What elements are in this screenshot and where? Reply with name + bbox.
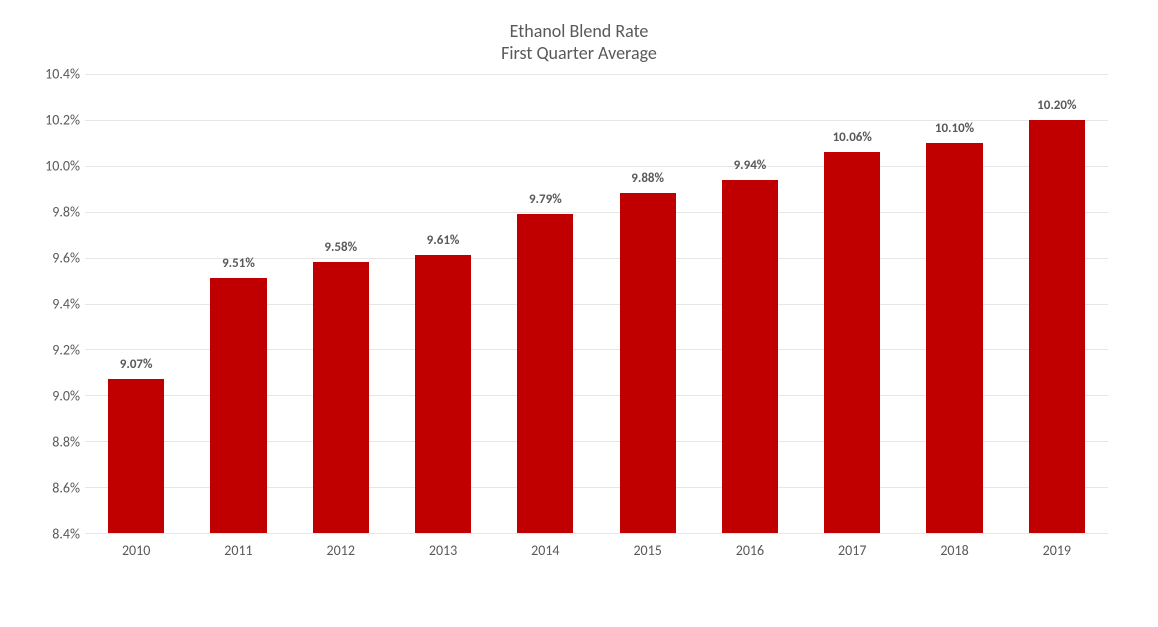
x-tick-label: 2010 [85, 534, 187, 564]
y-tick-label: 8.6% [30, 480, 80, 497]
x-tick-label: 2014 [494, 534, 596, 564]
bar-slot: 9.07% [85, 74, 187, 533]
bar: 9.61% [415, 255, 471, 533]
bar-slot: 9.94% [699, 74, 801, 533]
data-label: 10.20% [1037, 98, 1076, 113]
chart-title: Ethanol Blend Rate First Quarter Average [30, 20, 1128, 64]
y-tick-label: 9.0% [30, 388, 80, 405]
bar: 9.79% [517, 214, 573, 533]
bar-slot: 9.88% [596, 74, 698, 533]
data-label: 9.61% [427, 233, 460, 248]
data-label: 9.51% [222, 256, 255, 271]
bar-slot: 9.51% [187, 74, 289, 533]
bar: 10.20% [1029, 120, 1085, 533]
y-tick-label: 9.6% [30, 250, 80, 267]
y-tick-label: 10.0% [30, 158, 80, 175]
bar: 9.51% [210, 278, 266, 533]
x-tick-label: 2015 [596, 534, 698, 564]
bar: 9.94% [722, 180, 778, 533]
y-tick-label: 8.4% [30, 526, 80, 543]
x-tick-label: 2012 [290, 534, 392, 564]
data-label: 9.88% [631, 171, 664, 186]
x-tick-label: 2019 [1006, 534, 1108, 564]
bar-slot: 10.10% [903, 74, 1005, 533]
x-tick-label: 2017 [801, 534, 903, 564]
bars-container: 9.07% 9.51% 9.58% 9.61% 9.79% 9.88% 9.94% 10.06… [85, 74, 1108, 533]
y-tick-label: 9.2% [30, 342, 80, 359]
data-label: 9.07% [120, 357, 153, 372]
x-tick-label: 2013 [392, 534, 494, 564]
title-line-1: Ethanol Blend Rate [30, 20, 1128, 42]
data-label: 10.10% [935, 121, 974, 136]
bar: 9.07% [108, 379, 164, 533]
y-tick-label: 10.2% [30, 112, 80, 129]
bar: 10.10% [926, 143, 982, 533]
y-tick-label: 9.8% [30, 204, 80, 221]
bar-chart: Ethanol Blend Rate First Quarter Average… [0, 0, 1158, 627]
y-tick-label: 8.8% [30, 434, 80, 451]
bar-slot: 9.58% [290, 74, 392, 533]
x-tick-label: 2018 [903, 534, 1005, 564]
bar: 10.06% [824, 152, 880, 533]
data-label: 9.94% [734, 158, 767, 173]
x-tick-label: 2016 [699, 534, 801, 564]
plot-area: 9.07% 9.51% 9.58% 9.61% 9.79% 9.88% 9.94% 10.06… [85, 74, 1108, 534]
bar-slot: 10.20% [1006, 74, 1108, 533]
y-axis: 8.4%8.6%8.8%9.0%9.2%9.4%9.6%9.8%10.0%10.… [30, 74, 80, 534]
bar: 9.88% [620, 193, 676, 533]
title-line-2: First Quarter Average [30, 42, 1128, 64]
bar-slot: 10.06% [801, 74, 903, 533]
bar-slot: 9.79% [494, 74, 596, 533]
data-label: 10.06% [833, 130, 872, 145]
data-label: 9.79% [529, 192, 562, 207]
plot-wrapper: 8.4%8.6%8.8%9.0%9.2%9.4%9.6%9.8%10.0%10.… [85, 74, 1108, 564]
bar: 9.58% [313, 262, 369, 533]
bar-slot: 9.61% [392, 74, 494, 533]
y-tick-label: 10.4% [30, 66, 80, 83]
x-tick-label: 2011 [187, 534, 289, 564]
x-axis: 2010201120122013201420152016201720182019 [85, 534, 1108, 564]
data-label: 9.58% [324, 240, 357, 255]
y-tick-label: 9.4% [30, 296, 80, 313]
